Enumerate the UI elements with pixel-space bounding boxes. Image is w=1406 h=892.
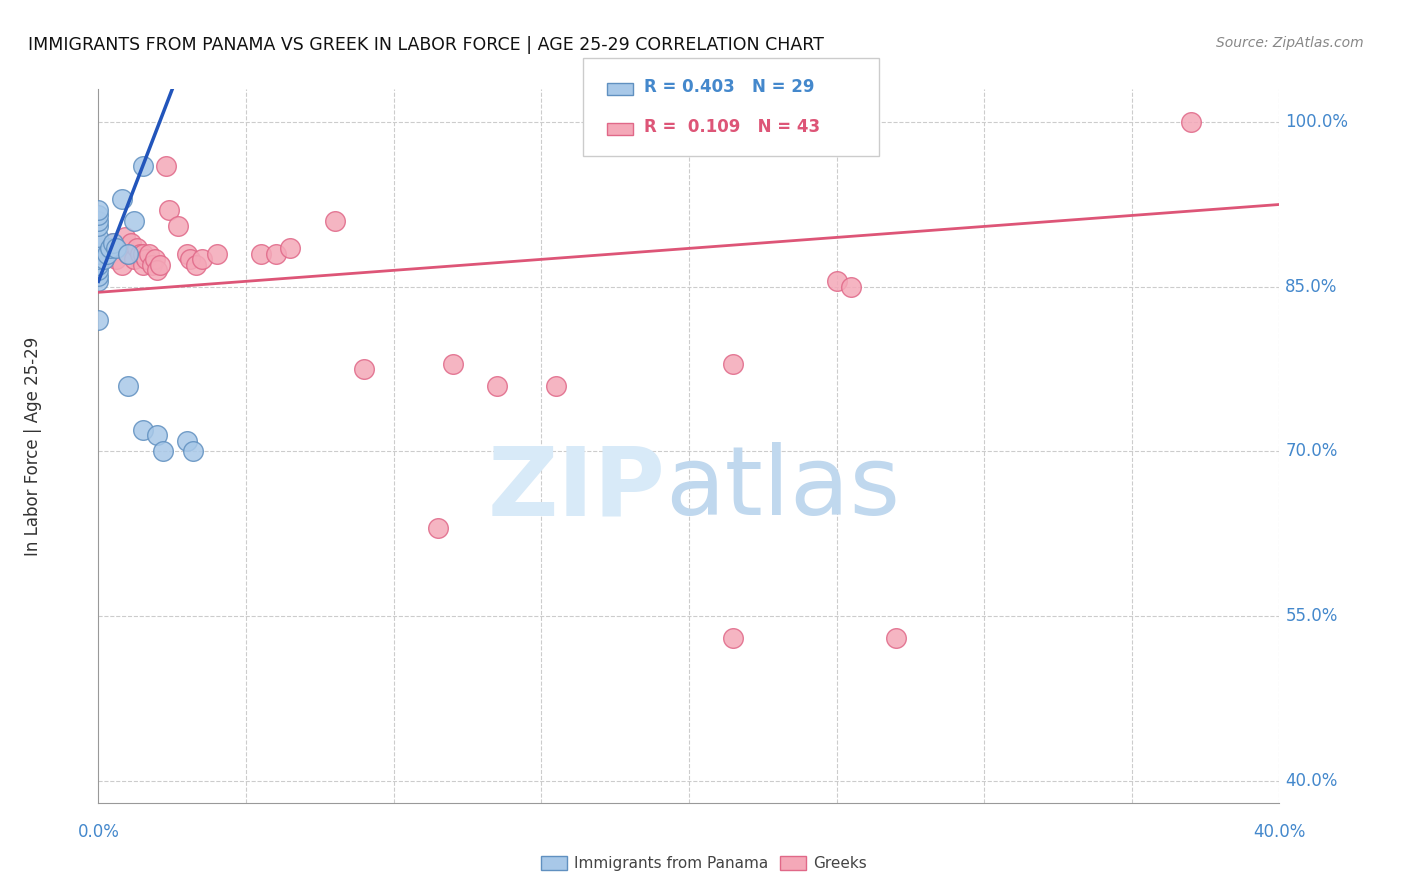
Point	[105, 252, 128, 267]
Point	[98, 247, 121, 261]
Point	[181, 444, 204, 458]
Point	[441, 357, 464, 371]
Point	[111, 192, 134, 206]
Point	[128, 247, 150, 261]
Point	[721, 357, 744, 371]
Text: 40.0%: 40.0%	[1285, 772, 1337, 789]
Point	[486, 378, 509, 392]
Point	[87, 214, 110, 228]
Text: ZIP: ZIP	[488, 442, 665, 535]
Point	[176, 434, 198, 448]
Point	[103, 235, 125, 250]
Point	[1180, 115, 1202, 129]
Text: R =  0.109   N = 43: R = 0.109 N = 43	[644, 118, 820, 136]
Point	[278, 241, 302, 255]
Point	[105, 241, 128, 255]
Point	[98, 241, 121, 255]
Point	[839, 280, 862, 294]
Text: 0.0%: 0.0%	[77, 822, 120, 840]
Point	[184, 258, 207, 272]
Point	[264, 247, 287, 261]
Point	[87, 202, 110, 217]
Point	[87, 219, 110, 234]
Point	[122, 252, 145, 267]
Point	[125, 241, 148, 255]
Point	[87, 230, 110, 244]
Point	[120, 235, 142, 250]
Point	[544, 378, 567, 392]
Point	[117, 378, 139, 392]
Text: Source: ZipAtlas.com: Source: ZipAtlas.com	[1216, 36, 1364, 50]
Point	[122, 214, 145, 228]
Point	[132, 423, 155, 437]
Point	[87, 235, 110, 250]
Text: Immigrants from Panama: Immigrants from Panama	[574, 855, 768, 871]
Point	[114, 230, 136, 244]
Point	[323, 214, 346, 228]
Point	[353, 362, 375, 376]
Point	[205, 247, 228, 261]
Point	[117, 247, 139, 261]
Point	[117, 247, 139, 261]
Text: atlas: atlas	[665, 442, 900, 535]
Point	[87, 247, 110, 261]
Point	[135, 252, 157, 267]
Point	[138, 247, 160, 261]
Point	[250, 247, 273, 261]
Point	[143, 252, 166, 267]
Point	[146, 428, 169, 442]
Text: IMMIGRANTS FROM PANAMA VS GREEK IN LABOR FORCE | AGE 25-29 CORRELATION CHART: IMMIGRANTS FROM PANAMA VS GREEK IN LABOR…	[28, 36, 824, 54]
Point	[884, 631, 907, 645]
Point	[87, 258, 110, 272]
Point	[605, 115, 627, 129]
Point	[157, 202, 180, 217]
Text: 85.0%: 85.0%	[1285, 277, 1337, 296]
Point	[87, 252, 110, 267]
Point	[93, 252, 115, 267]
Point	[427, 521, 450, 535]
Point	[179, 252, 201, 267]
Point	[111, 258, 134, 272]
Point	[191, 252, 214, 267]
Point	[146, 263, 169, 277]
Point	[132, 159, 155, 173]
Point	[155, 159, 177, 173]
Point	[167, 219, 190, 234]
Point	[132, 258, 155, 272]
Point	[721, 631, 744, 645]
Point	[149, 258, 172, 272]
Text: 70.0%: 70.0%	[1285, 442, 1337, 460]
Text: 40.0%: 40.0%	[1253, 822, 1306, 840]
Point	[141, 258, 163, 272]
Point	[87, 312, 110, 326]
Point	[87, 263, 110, 277]
Point	[87, 274, 110, 288]
Point	[103, 235, 125, 250]
Text: R = 0.403   N = 29: R = 0.403 N = 29	[644, 78, 814, 96]
Point	[96, 247, 118, 261]
Point	[176, 247, 198, 261]
Point	[825, 274, 848, 288]
Point	[152, 444, 174, 458]
Text: In Labor Force | Age 25-29: In Labor Force | Age 25-29	[24, 336, 42, 556]
Text: Greeks: Greeks	[813, 855, 866, 871]
Point	[132, 247, 155, 261]
Point	[87, 268, 110, 283]
Point	[87, 209, 110, 223]
Point	[87, 241, 110, 255]
Text: 55.0%: 55.0%	[1285, 607, 1337, 625]
Point	[87, 247, 110, 261]
Point	[87, 235, 110, 250]
Text: 100.0%: 100.0%	[1285, 113, 1348, 131]
